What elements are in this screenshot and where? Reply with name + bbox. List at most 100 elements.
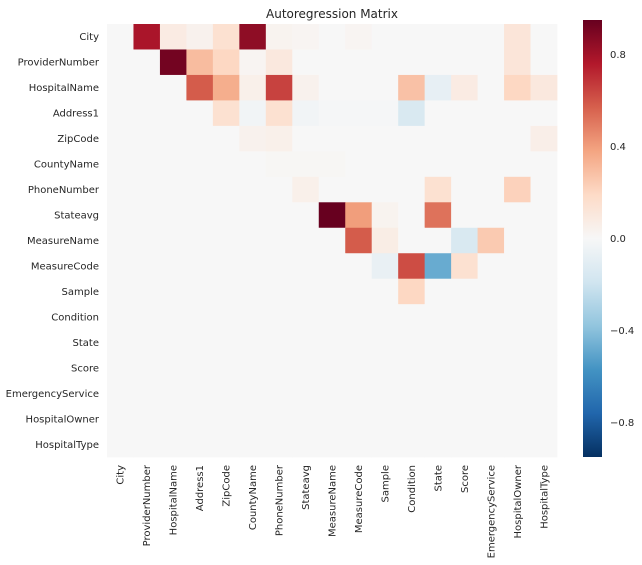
heatmap-cell-Address1-Address1 [186,100,214,127]
heatmap-cell-Score-HospitalName [159,355,187,381]
heatmap-cell-Sample-PhoneNumber [265,278,293,305]
heatmap-cell-HospitalOwner-Sample [371,406,399,432]
heatmap-cell-ProviderNumber-HospitalOwner [504,49,531,76]
heatmap-cell-HospitalType-Address1 [186,431,214,458]
heatmap-cell-HospitalOwner-ProviderNumber [133,406,161,432]
heatmap-cell-MeasureCode-HospitalType [530,253,558,280]
heatmap-cell-ZipCode-City [107,125,134,152]
heatmap-cell-HospitalOwner-MeasureName [318,406,346,432]
column-label-Condition: Condition [407,465,418,513]
heatmap-cell-PhoneNumber-CountyName [239,176,267,203]
heatmap-cell-MeasureCode-HospitalName [159,253,187,280]
heatmap-cell-Score-HospitalOwner [504,355,531,381]
heatmap-cell-HospitalType-HospitalOwner [504,431,531,458]
heatmap-cell-Sample-ZipCode [212,278,240,305]
heatmap-cell-PhoneNumber-HospitalOwner [504,176,531,203]
heatmap-cell-ProviderNumber-ProviderNumber [133,49,161,76]
heatmap-cell-State-City [107,329,134,356]
heatmap-cell-CountyName-MeasureCode [345,151,373,178]
heatmap-cell-State-EmergencyService [477,329,505,356]
heatmap-cell-ProviderNumber-HospitalName [159,49,187,76]
colorbar-tick-label: −0.8 [610,418,634,429]
heatmap-cell-MeasureName-Condition [398,227,426,254]
heatmap-cell-EmergencyService-Sample [371,380,399,407]
heatmap-cell-PhoneNumber-Condition [398,176,426,203]
heatmap-cell-Score-Address1 [186,355,214,381]
heatmap-cell-CountyName-HospitalName [159,151,187,178]
heatmap-cell-HospitalOwner-MeasureCode [345,406,373,432]
heatmap-cell-ProviderNumber-ZipCode [212,49,240,76]
heatmap-cell-HospitalType-Stateavg [292,431,320,458]
heatmap-cell-MeasureCode-City [107,253,134,280]
heatmap-cell-ZipCode-PhoneNumber [265,125,293,152]
column-label-City: City [116,465,127,485]
heatmap-cell-Sample-Condition [398,278,426,305]
row-label-State: State [73,338,99,349]
heatmap-cell-Score-ProviderNumber [133,355,161,381]
heatmap-cell-Sample-MeasureName [318,278,346,305]
heatmap-cell-Condition-State [424,304,452,331]
heatmap-cell-HospitalType-Sample [371,431,399,458]
heatmap-cell-State-Score [451,329,478,356]
heatmap-cell-HospitalType-ZipCode [212,431,240,458]
heatmap-cell-MeasureCode-ProviderNumber [133,253,161,280]
heatmap-cell-ZipCode-Score [451,125,478,152]
heatmap-cell-Condition-City [107,304,134,331]
heatmap-cell-Condition-HospitalOwner [504,304,531,331]
heatmap-cell-MeasureCode-Address1 [186,253,214,280]
heatmap-cell-City-HospitalName [159,24,187,50]
heatmap-cell-PhoneNumber-Sample [371,176,399,203]
heatmap-cell-State-PhoneNumber [265,329,293,356]
heatmap-cell-City-City [107,24,134,50]
heatmap-cell-Stateavg-EmergencyService [477,202,505,229]
heatmap-cell-PhoneNumber-MeasureName [318,176,346,203]
heatmap-cell-MeasureName-HospitalType [530,227,558,254]
column-label-Sample: Sample [380,465,391,503]
column-label-HospitalOwner: HospitalOwner [513,464,524,538]
heatmap-cell-Condition-Score [451,304,478,331]
heatmap-cell-EmergencyService-ProviderNumber [133,380,161,407]
heatmap-cell-Stateavg-City [107,202,134,229]
heatmap-cell-ZipCode-Sample [371,125,399,152]
heatmap-cells [107,24,558,458]
chart-title: Autoregression Matrix [266,7,398,21]
heatmap-cell-CountyName-Sample [371,151,399,178]
heatmap-cell-ProviderNumber-MeasureName [318,49,346,76]
heatmap-cell-ProviderNumber-Sample [371,49,399,76]
heatmap-cell-Address1-ProviderNumber [133,100,161,127]
heatmap-cell-Stateavg-Address1 [186,202,214,229]
row-label-ZipCode: ZipCode [57,134,99,145]
heatmap-cell-MeasureName-PhoneNumber [265,227,293,254]
heatmap-cell-Score-EmergencyService [477,355,505,381]
heatmap-cell-Condition-ZipCode [212,304,240,331]
heatmap-cell-HospitalType-City [107,431,134,458]
heatmap-cell-HospitalType-EmergencyService [477,431,505,458]
heatmap-cell-Sample-CountyName [239,278,267,305]
heatmap-cell-MeasureCode-Sample [371,253,399,280]
heatmap-cell-State-Sample [371,329,399,356]
heatmap-cell-Address1-CountyName [239,100,267,127]
heatmap-cell-HospitalName-Address1 [186,74,214,101]
heatmap-cell-EmergencyService-City [107,380,134,407]
heatmap-cell-Address1-MeasureName [318,100,346,127]
heatmap-cell-PhoneNumber-City [107,176,134,203]
heatmap-cell-Condition-Address1 [186,304,214,331]
heatmap-cell-HospitalName-Stateavg [292,74,320,101]
heatmap-cell-HospitalName-Sample [371,74,399,101]
column-tick-labels: City ProviderNumber HospitalName Address1 Zi… [116,464,551,558]
heatmap-cell-Stateavg-HospitalOwner [504,202,531,229]
heatmap-cell-Address1-State [424,100,452,127]
row-label-ProviderNumber: ProviderNumber [18,58,100,69]
row-label-City: City [79,32,99,43]
row-label-MeasureName: MeasureName [27,236,99,247]
heatmap-cell-Condition-CountyName [239,304,267,331]
heatmap-cell-ProviderNumber-Score [451,49,478,76]
heatmap-cell-HospitalType-State [424,431,452,458]
heatmap-cell-MeasureName-HospitalName [159,227,187,254]
heatmap-cell-Condition-Stateavg [292,304,320,331]
heatmap-cell-CountyName-EmergencyService [477,151,505,178]
heatmap-cell-Score-ZipCode [212,355,240,381]
heatmap-cell-Stateavg-HospitalName [159,202,187,229]
heatmap-cell-City-Condition [398,24,426,50]
